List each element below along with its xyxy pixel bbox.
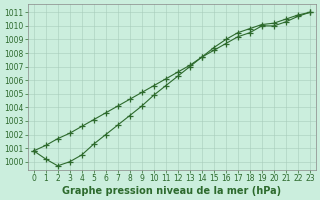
X-axis label: Graphe pression niveau de la mer (hPa): Graphe pression niveau de la mer (hPa) (62, 186, 281, 196)
